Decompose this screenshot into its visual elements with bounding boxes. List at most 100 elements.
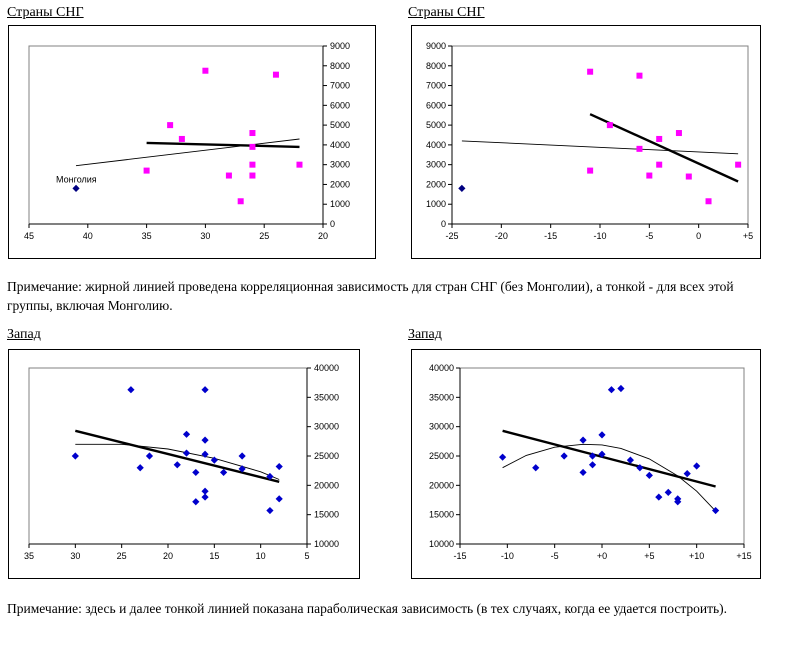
plot-area <box>28 367 308 545</box>
y-tick-label: 3000 <box>426 160 446 170</box>
data-point-diamond <box>72 184 80 192</box>
chart-west-right: -15 -10 -5 +0 +5 +10 +15 10000 15000 20000 25000 30… <box>411 349 761 579</box>
x-tick-label: 20 <box>163 551 173 561</box>
chart-title-west-right: Запад <box>408 327 442 342</box>
x-tick-label: -25 <box>445 231 458 241</box>
data-point-square <box>143 167 150 174</box>
data-point-square <box>237 198 244 205</box>
data-point-diamond <box>607 386 616 394</box>
x-tick-label: +5 <box>644 551 654 561</box>
y-tick-label: 25000 <box>429 451 454 461</box>
y-tick-label: 10000 <box>429 539 454 549</box>
y-tick-label: 7000 <box>426 81 446 91</box>
x-tick-label: +0 <box>597 551 607 561</box>
data-point-diamond <box>182 449 191 457</box>
data-point-diamond <box>674 498 682 506</box>
chart-west-left-svg: 35 30 25 20 15 10 5 10000 15000 20000 25000 30000 35… <box>24 363 339 561</box>
y-tick-label: 25000 <box>314 451 339 461</box>
data-point-diamond <box>693 462 701 470</box>
chart-west-right-svg: -15 -10 -5 +0 +5 +10 +15 10000 15000 20000 25000 30… <box>429 363 752 561</box>
data-point-diamond <box>617 384 625 393</box>
data-point-diamond <box>173 461 181 469</box>
data-point-square <box>202 67 209 74</box>
data-point-diamond <box>192 498 200 506</box>
plot-area <box>451 45 749 225</box>
point-annotation: Монголия <box>56 174 97 184</box>
y-tick-label: 30000 <box>429 422 454 432</box>
data-point-diamond <box>266 506 274 515</box>
y-tick-label: 5000 <box>426 120 446 130</box>
data-point-diamond <box>598 431 606 439</box>
x-tick-label: 5 <box>304 551 309 561</box>
data-point-diamond <box>458 184 466 192</box>
chart-west-left: 35 30 25 20 15 10 5 10000 15000 20000 25000 30000 35… <box>8 349 360 579</box>
x-tick-label: -20 <box>495 231 508 241</box>
note-cis: Примечание: жирной линией проведена корр… <box>7 279 734 313</box>
data-point-square <box>656 161 663 168</box>
data-point-diamond <box>145 452 154 460</box>
trendline-thin <box>75 138 300 167</box>
data-point-diamond <box>220 468 228 477</box>
y-tick-label: 0 <box>330 219 335 229</box>
data-point-square <box>296 161 303 168</box>
trendline-bold <box>502 429 716 488</box>
data-point-square <box>167 122 174 129</box>
y-tick-label: 5000 <box>330 120 350 130</box>
y-tick-label: 6000 <box>426 100 446 110</box>
data-point-diamond <box>201 386 209 394</box>
data-point-diamond <box>579 436 587 444</box>
y-tick-label: 20000 <box>429 480 454 490</box>
x-tick-label: -15 <box>453 551 466 561</box>
data-point-square <box>735 161 742 168</box>
x-tick-label: 25 <box>259 231 269 241</box>
x-tick-label: 15 <box>209 551 219 561</box>
x-tick-label: -15 <box>544 231 557 241</box>
data-point-square <box>646 172 653 179</box>
y-tick-label: 2000 <box>426 179 446 189</box>
y-tick-label: 15000 <box>429 510 454 520</box>
data-point-square <box>587 167 594 174</box>
x-tick-label: 20 <box>318 231 328 241</box>
data-point-diamond <box>664 488 672 496</box>
y-tick-label: 1000 <box>426 199 446 209</box>
data-point-square <box>249 172 256 179</box>
data-point-diamond <box>655 493 663 501</box>
y-tick-label: 8000 <box>330 61 350 71</box>
y-tick-label: 3000 <box>330 160 350 170</box>
trendline-bold <box>75 429 280 483</box>
y-tick-label: 7000 <box>330 81 350 91</box>
data-point-diamond <box>201 450 209 458</box>
data-point-square <box>249 161 256 168</box>
data-point-diamond <box>532 464 540 472</box>
y-tick-label: 2000 <box>330 179 350 189</box>
data-point-square <box>249 143 256 150</box>
x-tick-label: -10 <box>593 231 606 241</box>
data-point-square <box>675 130 682 137</box>
data-point-square <box>685 173 692 180</box>
y-tick-label: 40000 <box>314 363 339 373</box>
data-point-diamond <box>127 386 135 394</box>
data-point-square <box>705 198 712 205</box>
data-point-diamond <box>645 471 653 479</box>
x-tick-label: +15 <box>736 551 751 561</box>
y-tick-label: 35000 <box>429 392 454 402</box>
data-point-diamond <box>588 461 597 469</box>
y-tick-label: 0 <box>441 219 446 229</box>
data-point-diamond <box>598 450 606 458</box>
data-point-square <box>225 172 232 179</box>
chart-cis-left: 45 40 35 30 25 20 0 1000 2000 3000 4000 5000 6000 700… <box>8 25 376 259</box>
x-tick-label: -10 <box>501 551 514 561</box>
data-point-diamond <box>201 436 209 444</box>
data-point-diamond <box>266 472 274 481</box>
data-point-diamond <box>499 453 507 461</box>
data-point-diamond <box>136 464 144 472</box>
data-point-diamond <box>683 470 691 478</box>
data-point-diamond <box>275 495 283 503</box>
trendline-bold <box>146 141 300 149</box>
data-point-square <box>656 135 663 142</box>
data-point-diamond <box>238 452 246 460</box>
x-tick-label: -5 <box>645 231 653 241</box>
data-point-square <box>178 135 185 142</box>
trendline-bold <box>589 113 739 183</box>
y-tick-label: 40000 <box>429 363 454 373</box>
